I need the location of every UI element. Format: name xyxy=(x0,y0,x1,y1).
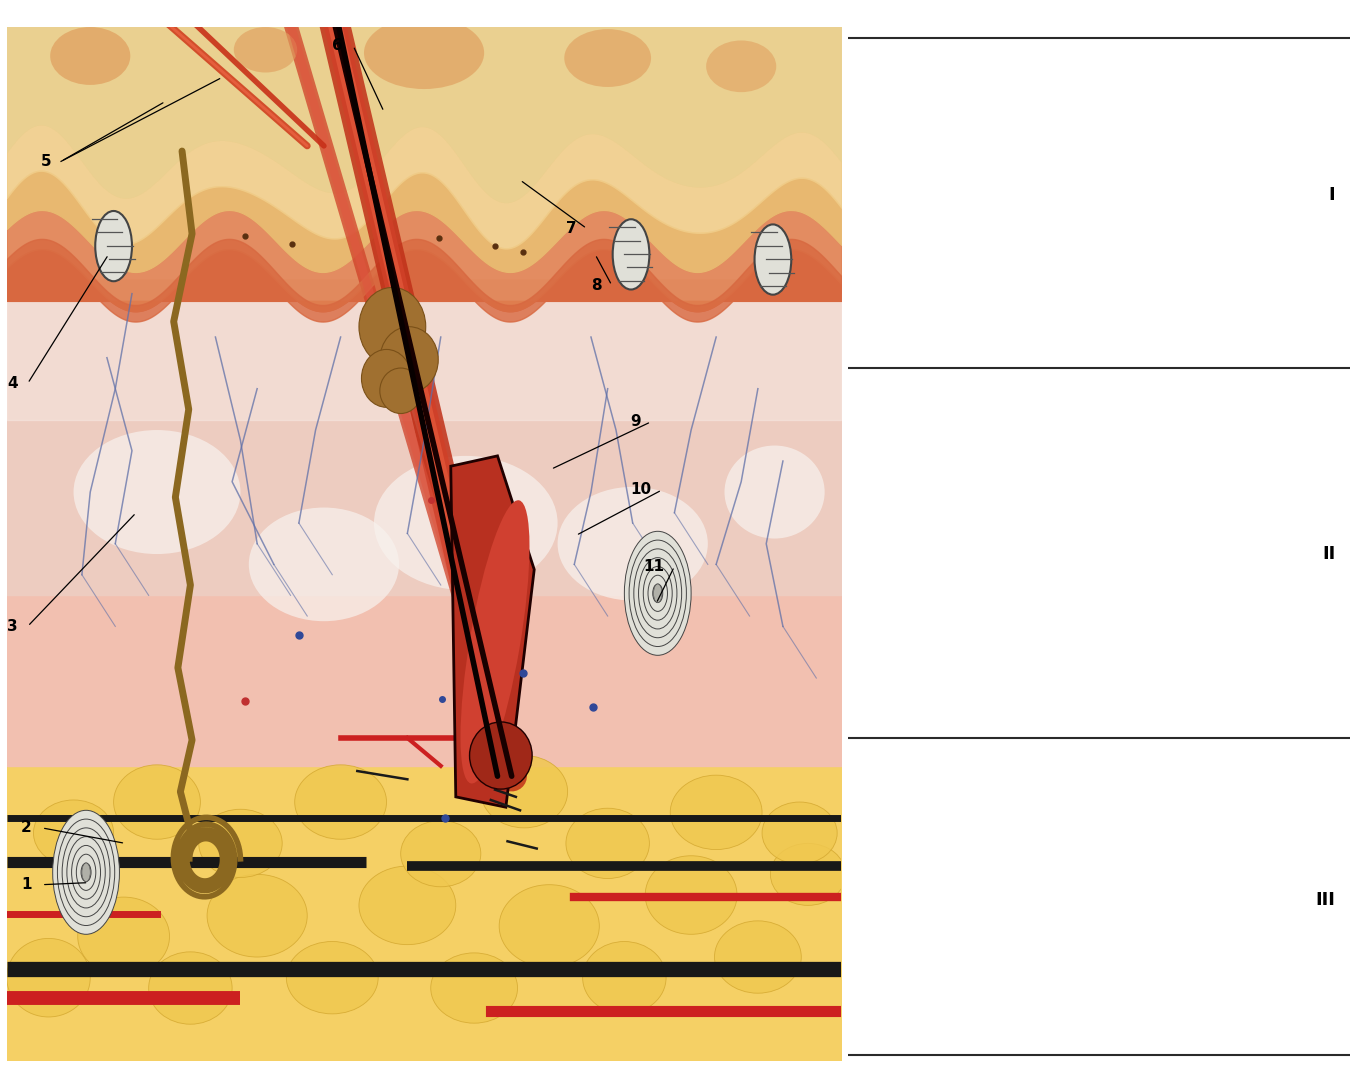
Text: 1: 1 xyxy=(22,878,31,893)
Ellipse shape xyxy=(400,820,480,887)
Ellipse shape xyxy=(706,40,776,92)
Text: III: III xyxy=(1315,892,1335,909)
Ellipse shape xyxy=(645,856,737,934)
Text: 9: 9 xyxy=(631,414,641,430)
Text: II: II xyxy=(1322,545,1335,563)
Text: 5: 5 xyxy=(41,154,52,169)
Ellipse shape xyxy=(286,941,379,1014)
Ellipse shape xyxy=(81,863,90,882)
Ellipse shape xyxy=(643,567,672,620)
Ellipse shape xyxy=(73,430,240,554)
Ellipse shape xyxy=(380,327,438,393)
Ellipse shape xyxy=(771,843,845,906)
Ellipse shape xyxy=(294,765,387,840)
Ellipse shape xyxy=(7,938,91,1017)
Ellipse shape xyxy=(77,897,170,976)
Ellipse shape xyxy=(639,557,677,629)
Ellipse shape xyxy=(208,874,307,956)
Text: 4: 4 xyxy=(7,377,18,391)
Text: 10: 10 xyxy=(631,483,651,498)
Ellipse shape xyxy=(76,854,96,890)
Ellipse shape xyxy=(566,808,650,879)
Ellipse shape xyxy=(62,828,110,916)
Ellipse shape xyxy=(360,866,456,945)
Ellipse shape xyxy=(499,885,600,967)
Ellipse shape xyxy=(470,722,532,789)
Ellipse shape xyxy=(53,810,119,934)
Polygon shape xyxy=(451,456,535,807)
Ellipse shape xyxy=(558,487,708,601)
Ellipse shape xyxy=(763,802,837,865)
Ellipse shape xyxy=(715,921,801,993)
Ellipse shape xyxy=(364,16,484,89)
Ellipse shape xyxy=(624,531,691,656)
Ellipse shape xyxy=(81,863,91,882)
Ellipse shape xyxy=(612,220,650,290)
Ellipse shape xyxy=(233,27,297,72)
Text: 8: 8 xyxy=(592,278,601,293)
Ellipse shape xyxy=(50,27,130,84)
Ellipse shape xyxy=(630,540,687,647)
Ellipse shape xyxy=(198,809,282,878)
Ellipse shape xyxy=(670,775,763,849)
Ellipse shape xyxy=(653,584,662,603)
Ellipse shape xyxy=(95,211,132,281)
Ellipse shape xyxy=(34,800,114,866)
Ellipse shape xyxy=(654,584,662,603)
Ellipse shape xyxy=(375,456,558,590)
Ellipse shape xyxy=(114,765,201,840)
Ellipse shape xyxy=(149,952,232,1025)
Ellipse shape xyxy=(248,507,399,621)
Ellipse shape xyxy=(582,941,666,1014)
Ellipse shape xyxy=(480,755,567,828)
Ellipse shape xyxy=(57,819,115,925)
Ellipse shape xyxy=(754,224,791,294)
Ellipse shape xyxy=(66,836,106,908)
Text: I: I xyxy=(1329,186,1335,203)
Text: 3: 3 xyxy=(7,619,18,634)
Ellipse shape xyxy=(649,576,668,611)
Ellipse shape xyxy=(460,500,529,783)
Ellipse shape xyxy=(725,446,825,539)
Text: 11: 11 xyxy=(643,559,665,573)
Ellipse shape xyxy=(72,845,100,899)
Text: 2: 2 xyxy=(22,820,31,835)
Text: 6: 6 xyxy=(332,38,343,53)
Text: 7: 7 xyxy=(566,221,577,236)
Ellipse shape xyxy=(361,349,411,407)
Ellipse shape xyxy=(360,288,426,366)
Ellipse shape xyxy=(634,549,681,637)
Ellipse shape xyxy=(430,953,517,1024)
Ellipse shape xyxy=(565,29,651,87)
Ellipse shape xyxy=(380,368,422,413)
